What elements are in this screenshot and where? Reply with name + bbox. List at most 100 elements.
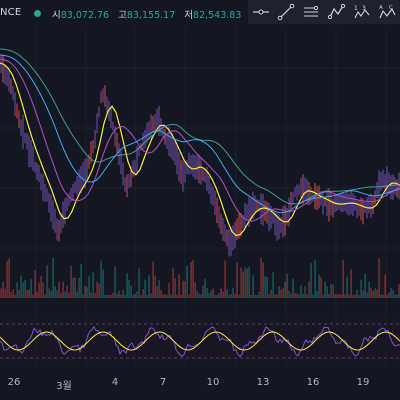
volume-bar <box>240 267 242 298</box>
volume-bar <box>238 294 240 298</box>
volume-bar <box>370 287 372 298</box>
volume-bar <box>234 293 236 298</box>
volume-bar <box>302 294 304 298</box>
volume-bar <box>374 288 376 298</box>
axis-tick: 16 <box>306 377 320 388</box>
volume-bar <box>86 287 88 298</box>
ma-short-line <box>0 62 400 237</box>
volume-bar <box>262 262 264 298</box>
volume-bar <box>128 279 130 298</box>
time-axis[interactable]: 26 3월 4 7 10 13 16 19 <box>0 368 400 400</box>
oscillator-signal-line <box>0 331 400 351</box>
volume-bar <box>364 273 366 298</box>
volume-bar <box>256 294 258 298</box>
volume-bar <box>264 276 266 298</box>
volume-bar <box>60 292 62 298</box>
volume-bar <box>104 294 106 298</box>
volume-bar <box>306 294 308 298</box>
volume-bar <box>342 259 344 298</box>
volume-bar <box>94 292 96 298</box>
volume-bar <box>46 265 48 298</box>
volume-bar <box>82 294 84 298</box>
volume-bar <box>382 294 384 298</box>
ohlc-readout: 시83,072.76 고83,155.17 저82,543.83 종8 <box>50 7 269 21</box>
volume-bar <box>298 294 300 298</box>
volume-bar <box>118 290 120 298</box>
volume-bar <box>138 268 140 298</box>
volume-bar <box>286 273 288 298</box>
volume-bar <box>164 294 166 298</box>
axis-tick: 4 <box>111 377 119 388</box>
volume-bar <box>304 286 306 298</box>
volume-bar <box>394 294 396 298</box>
volume-bar <box>0 288 2 298</box>
volume-bar <box>214 294 216 298</box>
volume-bar <box>196 290 198 298</box>
volume-bar <box>318 274 320 298</box>
volume-bar <box>90 292 92 298</box>
trend-line-tool-icon[interactable] <box>276 2 296 22</box>
volume-bar <box>386 294 388 298</box>
volume-bar <box>226 289 228 298</box>
volume-bar <box>182 280 184 298</box>
volume-bar <box>220 288 222 298</box>
price-chart[interactable] <box>0 28 400 368</box>
low-key: 저 <box>184 10 194 21</box>
volume-bar <box>110 294 112 298</box>
high-key: 고 <box>118 10 127 21</box>
volume-bar <box>168 282 170 298</box>
volume-bar <box>202 285 204 298</box>
volume-bar <box>332 284 334 298</box>
volume-bar <box>116 293 118 298</box>
volume-bar <box>192 259 194 298</box>
volume-bar <box>12 289 14 298</box>
volume-bar <box>170 294 172 298</box>
volume-bar <box>230 294 232 298</box>
volume-bar <box>392 290 394 298</box>
volume-bar <box>106 294 108 298</box>
volume-bar <box>296 293 298 298</box>
volume-bar <box>270 289 272 298</box>
parallel-channel-tool-icon[interactable] <box>301 2 321 22</box>
volume-bar <box>232 287 234 298</box>
market-status-icon <box>34 10 41 17</box>
volume-bar <box>246 268 248 298</box>
volume-bar <box>330 283 332 298</box>
volume-bar <box>280 289 282 298</box>
volume-bar <box>338 293 340 298</box>
volume-bar <box>136 291 138 298</box>
volume-bar <box>18 289 20 298</box>
volume-bar <box>122 289 124 298</box>
volume-bar <box>282 287 284 298</box>
volume-bar <box>84 285 86 298</box>
volume-bar <box>88 276 90 298</box>
volume-bar <box>40 276 42 298</box>
volume-bar <box>176 294 178 298</box>
volume-bar <box>74 277 76 298</box>
volume-bar <box>26 290 28 298</box>
volume-bar <box>8 258 10 298</box>
volume-bar <box>68 292 70 298</box>
volume-bar <box>366 292 368 298</box>
volume-bar <box>312 294 314 298</box>
volume-bar <box>284 281 286 298</box>
volume-bar <box>78 278 80 298</box>
volume-bar <box>14 294 16 298</box>
volume-bar <box>148 275 150 298</box>
volume-bar <box>354 294 356 298</box>
volume-bar <box>314 259 316 298</box>
volume-bar <box>278 286 280 298</box>
open-key: 시 <box>52 10 61 21</box>
volume-bar <box>252 275 254 298</box>
volume-bars <box>0 257 400 298</box>
pattern-tool-icon[interactable] <box>327 2 347 22</box>
exchange-label: NCE <box>0 7 22 18</box>
volume-bar <box>390 287 392 298</box>
volume-bar <box>180 294 182 298</box>
volume-bar <box>32 294 34 298</box>
volume-bar <box>260 257 262 298</box>
horizontal-line-tool-icon[interactable] <box>251 2 271 22</box>
